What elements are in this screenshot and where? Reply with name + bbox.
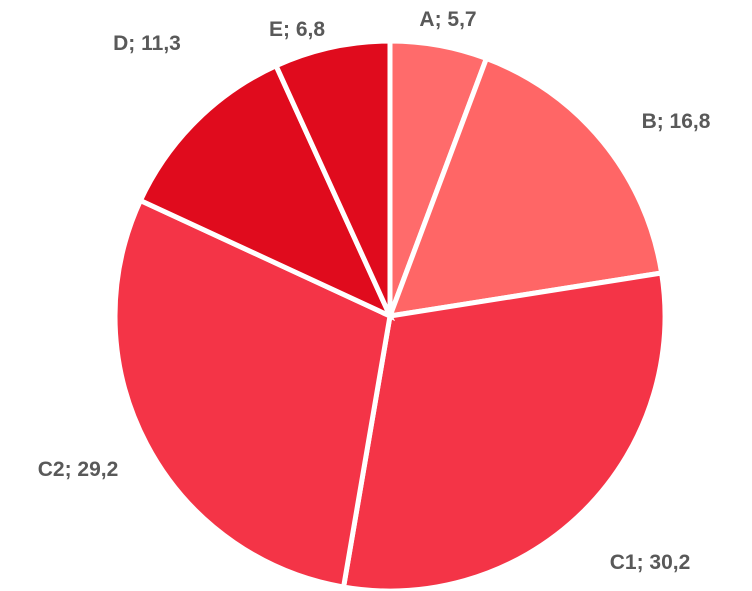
data-label-d: D; 11,3 [113,32,181,55]
slice-d [137,62,396,322]
data-label-a: A; 5,7 [419,8,476,31]
data-label-c2: C2; 29,2 [38,458,119,481]
data-label-b: B; 16,8 [642,110,711,133]
slice-e [272,38,393,318]
pie-slices [112,38,668,591]
data-label-e: E; 6,8 [269,18,325,41]
data-label-c1: C1; 30,2 [610,551,691,574]
slice-c1 [340,270,668,591]
pie-data-labels: A; 5,7 B; 16,8 C1; 30,2 C2; 29,2 D; 11,3 E; 6… [38,8,711,574]
slice-b [386,55,665,320]
slice-c2 [112,197,393,590]
